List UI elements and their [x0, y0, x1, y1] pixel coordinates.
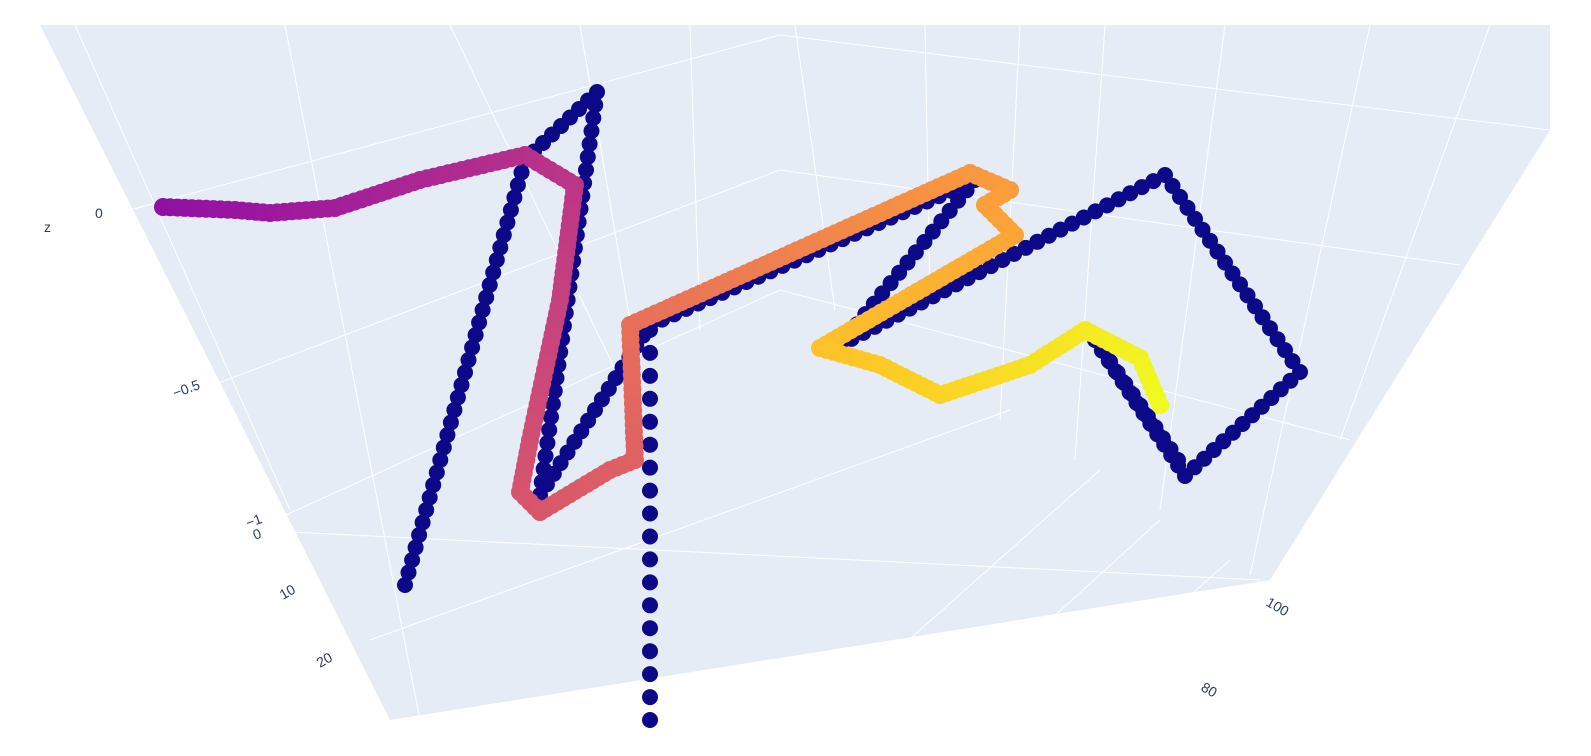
navy-marker[interactable] — [506, 189, 523, 206]
navy-marker[interactable] — [642, 712, 658, 728]
gridline — [779, 169, 1461, 266]
gridline — [369, 409, 1011, 641]
navy-marker[interactable] — [481, 277, 498, 293]
navy-marker[interactable] — [642, 505, 658, 522]
gridline — [779, 34, 1551, 131]
navy-marker[interactable] — [642, 620, 658, 637]
navy-marker[interactable] — [407, 539, 424, 556]
navy-marker[interactable] — [583, 123, 600, 139]
navy-marker[interactable] — [581, 136, 598, 152]
gridline — [829, 469, 1101, 711]
z-tick-label: 0 — [95, 205, 103, 221]
navy-marker[interactable] — [642, 459, 658, 476]
navy-marker[interactable] — [414, 514, 431, 531]
gridline — [274, 289, 781, 521]
z-tick-label: −1 — [244, 510, 265, 531]
navy-marker[interactable] — [492, 239, 509, 256]
navy-marker[interactable] — [642, 528, 658, 545]
navy-marker[interactable] — [502, 202, 519, 218]
gridline — [794, 24, 836, 311]
gridline — [1074, 24, 1106, 461]
y-tick-label: 80 — [1199, 679, 1221, 701]
gridline — [689, 24, 701, 331]
navy-marker[interactable] — [642, 689, 658, 706]
navy-marker[interactable] — [642, 597, 658, 614]
gridline — [74, 24, 291, 511]
scene-background — [40, 25, 1550, 720]
gridline — [939, 519, 1161, 721]
gridline — [1049, 559, 1231, 721]
y-tick-label: 100 — [1264, 594, 1292, 620]
navy-marker[interactable] — [411, 527, 428, 543]
navy-marker[interactable] — [439, 427, 456, 443]
navy-marker[interactable] — [460, 352, 477, 368]
z-tick-label: −0.5 — [171, 376, 203, 401]
navy-marker[interactable] — [543, 409, 559, 425]
navy-marker[interactable] — [513, 164, 530, 181]
gridline — [1159, 24, 1226, 511]
navy-marker[interactable] — [432, 452, 449, 468]
navy-marker[interactable] — [474, 302, 491, 318]
navy-marker[interactable] — [397, 577, 413, 593]
navy-marker[interactable] — [579, 149, 596, 165]
navy-marker[interactable] — [587, 97, 604, 113]
navy-marker[interactable] — [449, 389, 466, 406]
markers[interactable] — [154, 84, 1308, 728]
navy-marker[interactable] — [642, 551, 658, 568]
navy-marker[interactable] — [642, 436, 658, 453]
navy-marker[interactable] — [589, 84, 605, 100]
navy-marker[interactable] — [642, 643, 658, 660]
navy-marker[interactable] — [428, 464, 445, 481]
navy-marker[interactable] — [495, 227, 512, 243]
navy-marker[interactable] — [404, 552, 421, 568]
navy-marker[interactable] — [642, 413, 658, 430]
navy-marker[interactable] — [642, 367, 658, 384]
navy-marker[interactable] — [578, 162, 594, 178]
navy-marker[interactable] — [418, 502, 435, 518]
navy-marker[interactable] — [541, 422, 558, 438]
navy-marker[interactable] — [642, 344, 658, 361]
gridline — [924, 24, 931, 301]
navy-marker[interactable] — [642, 574, 658, 591]
navy-marker[interactable] — [642, 482, 658, 499]
gradient-marker[interactable] — [1151, 396, 1169, 414]
navy-marker[interactable] — [400, 564, 417, 581]
navy-marker[interactable] — [453, 377, 470, 393]
navy-marker[interactable] — [421, 489, 438, 506]
gridline — [129, 34, 781, 211]
z-axis-title: z — [44, 219, 51, 235]
navy-marker[interactable] — [485, 264, 502, 281]
navy-marker[interactable] — [435, 439, 452, 456]
navy-marker[interactable] — [471, 314, 488, 331]
gridline — [1249, 24, 1371, 576]
navy-marker[interactable] — [585, 110, 602, 126]
navy-marker[interactable] — [642, 666, 658, 683]
navy-marker[interactable] — [425, 477, 442, 493]
navy-marker[interactable] — [539, 435, 556, 451]
navy-marker[interactable] — [642, 390, 658, 407]
x-tick-label: 10 — [277, 581, 299, 603]
gridline — [284, 24, 421, 721]
navy-marker[interactable] — [478, 289, 495, 306]
back-wall — [40, 25, 1550, 720]
navy-marker[interactable] — [446, 402, 463, 418]
navy-marker[interactable] — [1170, 452, 1186, 468]
navy-marker[interactable] — [546, 383, 563, 399]
navy-marker[interactable] — [509, 177, 526, 193]
x-tick-label: 0 — [251, 525, 264, 543]
gridline — [1339, 24, 1491, 441]
navy-marker[interactable] — [457, 364, 473, 381]
navy-marker[interactable] — [544, 396, 561, 412]
x-tick-label: 20 — [314, 649, 336, 671]
navy-marker[interactable] — [488, 252, 505, 268]
gridline — [449, 24, 621, 381]
navy-marker[interactable] — [464, 339, 481, 356]
navy-marker[interactable] — [467, 327, 484, 343]
navy-marker[interactable] — [499, 214, 516, 231]
navy-marker[interactable] — [537, 448, 554, 464]
navy-marker[interactable] — [442, 414, 459, 431]
